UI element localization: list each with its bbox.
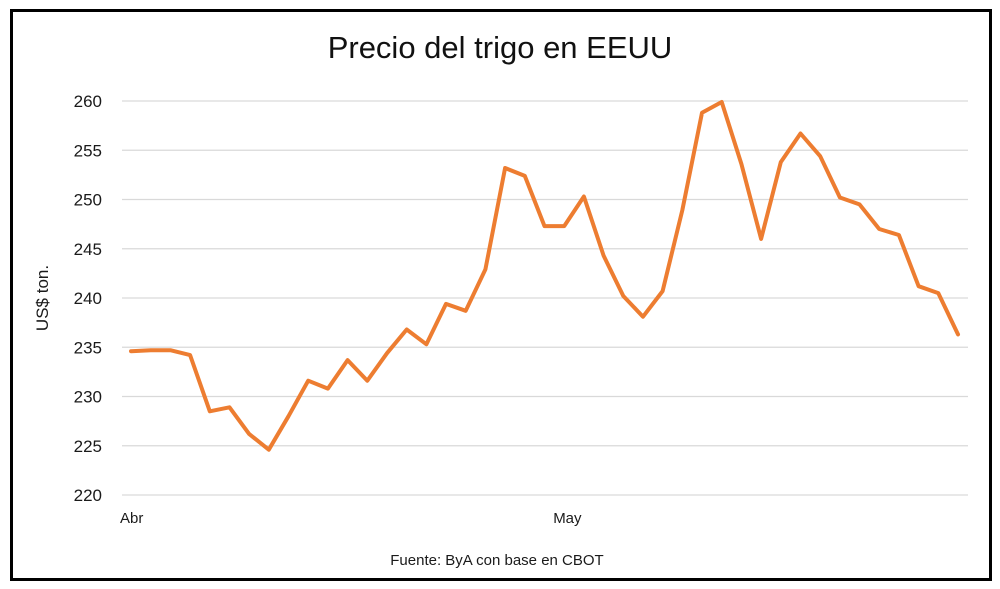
y-tick-label: 225 xyxy=(74,437,102,456)
source-note: Fuente: ByA con base en CBOT xyxy=(390,552,603,569)
data-point xyxy=(130,350,132,353)
y-axis-ticks: 220 225 230 235 240 245 250 255 260 xyxy=(74,92,102,505)
y-tick-label: 230 xyxy=(74,388,102,407)
chart-frame xyxy=(10,9,992,581)
data-point xyxy=(701,112,703,114)
data-point xyxy=(661,290,664,292)
data-point xyxy=(484,268,487,271)
y-tick-label: 260 xyxy=(74,92,102,111)
y-tick-label: 250 xyxy=(74,191,102,210)
y-tick-label: 235 xyxy=(74,338,102,357)
data-point xyxy=(563,225,565,227)
data-point xyxy=(543,225,546,227)
data-point xyxy=(780,161,782,163)
data-point xyxy=(839,196,841,199)
data-point xyxy=(366,379,369,382)
data-point xyxy=(937,292,940,294)
x-axis-ticks: Abr May xyxy=(120,510,582,527)
data-point xyxy=(464,310,467,312)
series-layer xyxy=(129,100,960,452)
data-point xyxy=(602,254,605,257)
series-line xyxy=(129,100,960,452)
data-point xyxy=(957,333,959,336)
data-point xyxy=(327,387,329,390)
data-point xyxy=(209,410,211,413)
data-point xyxy=(307,379,310,382)
data-point xyxy=(681,209,684,212)
data-point xyxy=(169,349,172,352)
data-point xyxy=(504,167,506,169)
y-tick-label: 255 xyxy=(74,141,102,160)
x-tick-label: May xyxy=(553,510,582,527)
data-point xyxy=(405,328,408,331)
y-tick-label: 220 xyxy=(74,486,102,505)
chart-title: Precio del trigo en EEUU xyxy=(328,30,673,65)
data-point xyxy=(346,359,349,361)
data-point xyxy=(898,234,900,236)
data-point xyxy=(445,303,447,305)
data-point xyxy=(819,155,821,157)
y-tick-label: 240 xyxy=(74,289,102,308)
y-tick-label: 245 xyxy=(74,240,102,259)
y-axis-label: US$ ton. xyxy=(33,265,52,331)
data-point xyxy=(799,132,802,135)
data-point xyxy=(149,349,152,352)
data-point xyxy=(858,203,861,206)
data-point xyxy=(425,343,428,346)
data-point xyxy=(268,448,270,451)
data-point xyxy=(228,406,231,409)
data-point xyxy=(720,101,723,103)
x-tick-label: Abr xyxy=(120,510,143,527)
data-point xyxy=(189,354,191,356)
data-point xyxy=(878,228,880,230)
data-point xyxy=(917,285,920,288)
data-point xyxy=(583,195,585,198)
data-point xyxy=(642,315,644,318)
data-point xyxy=(622,295,625,297)
data-point xyxy=(248,433,250,435)
data-point xyxy=(524,175,526,177)
data-point xyxy=(287,415,290,418)
data-point xyxy=(740,163,743,165)
data-point xyxy=(386,352,388,355)
data-point xyxy=(760,238,762,240)
